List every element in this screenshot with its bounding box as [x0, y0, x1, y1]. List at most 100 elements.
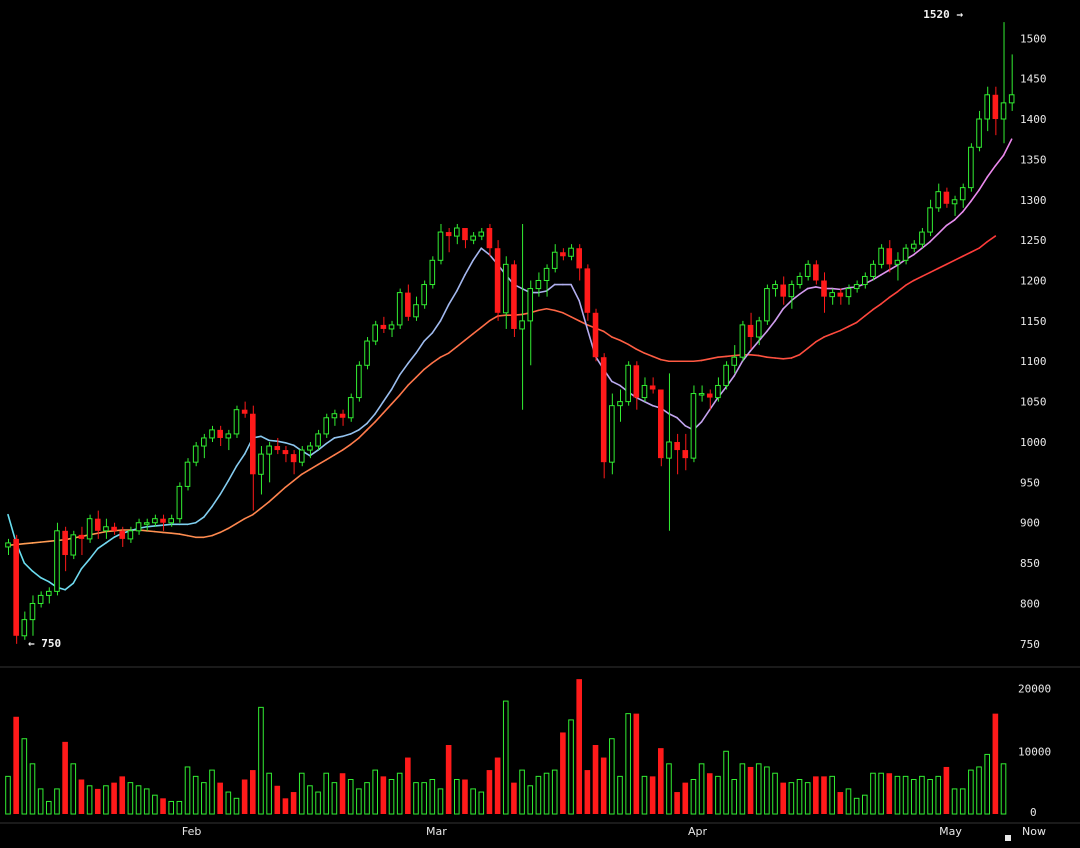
ma-long-segment [766, 356, 776, 359]
volume-bar [290, 792, 297, 814]
now-marker [1005, 835, 1011, 841]
candle [829, 288, 835, 305]
candle [649, 377, 656, 394]
price-tick-label: 1250 [1020, 234, 1047, 247]
candle-body [339, 413, 346, 418]
candle [111, 522, 117, 535]
candle-body [323, 417, 330, 435]
candle-body [46, 590, 52, 596]
candle [5, 538, 11, 556]
candle-body [796, 275, 803, 286]
ma-long-segment [611, 336, 621, 342]
ma-short-segment [994, 154, 1005, 167]
ma-short-segment [798, 287, 809, 296]
candle-body [576, 248, 582, 269]
candle-body [804, 263, 811, 277]
volume-bar [46, 800, 52, 815]
candle [592, 308, 599, 362]
candle [168, 514, 174, 527]
ma-short-segment [374, 400, 385, 415]
ma-long-segment [782, 357, 793, 360]
candle-body [372, 324, 378, 342]
ma-short-segment [921, 240, 931, 249]
ma-long-segment [219, 527, 230, 534]
candle [462, 228, 468, 249]
ma-long-segment [880, 296, 891, 305]
candle-body [494, 248, 501, 313]
ma-long-segment [945, 259, 956, 266]
ma-long-segment [700, 358, 711, 362]
candle-body [894, 259, 901, 265]
volume-bar [935, 775, 942, 815]
candle-body [764, 288, 770, 322]
volume-bar [739, 763, 746, 815]
candle-body [829, 292, 835, 298]
now-label[interactable]: Now [1022, 825, 1046, 838]
ma-long-segment [317, 458, 328, 466]
candle-body [413, 304, 419, 318]
ma-long-segment [447, 345, 458, 354]
candle-body [184, 461, 191, 487]
ma-long-segment [635, 348, 646, 354]
candle [935, 183, 942, 212]
ma-short-segment [831, 287, 842, 291]
ma-long-segment [276, 486, 287, 496]
price-tick-label: 1100 [1020, 355, 1047, 368]
candle [780, 276, 786, 305]
ma-long-segment [643, 352, 654, 358]
ma-short-segment [23, 562, 34, 572]
ma-short-segment [439, 303, 450, 322]
ma-long-segment [464, 332, 474, 342]
time-tick-label: May [939, 825, 962, 838]
candle [870, 260, 876, 281]
volume-tick-label: 10000 [1018, 745, 1051, 758]
ma-long-segment [978, 240, 989, 249]
volume-bar [5, 775, 11, 815]
price-tick-label: 1450 [1020, 73, 1047, 86]
volume-bar [755, 763, 762, 815]
candle [241, 401, 248, 418]
volume-bar [837, 792, 844, 814]
volume-bar [853, 797, 860, 815]
ma-short-segment [88, 547, 99, 560]
candle [103, 518, 109, 539]
candle-body [62, 530, 68, 556]
price-tick-label: 1350 [1020, 153, 1047, 166]
candle [13, 534, 19, 644]
ma-short-segment [545, 283, 556, 292]
ma-long-segment [423, 362, 434, 371]
candle-body [633, 365, 640, 398]
price-axis: 750 800 850 900 950 1000 1050 1100 1150 1200 1250 1… [1020, 32, 1047, 651]
candle-body [511, 264, 517, 329]
candle [845, 284, 852, 305]
ma-long-segment [203, 534, 213, 539]
candle [413, 296, 419, 321]
volume-bar [282, 798, 289, 814]
candle [943, 187, 950, 208]
volume-bar [894, 775, 901, 815]
candle-body [13, 538, 19, 636]
candle-body [715, 384, 721, 399]
candle-body [984, 94, 991, 120]
candle [282, 446, 289, 463]
ma-long-segment [252, 507, 262, 516]
volume-bar [339, 773, 346, 814]
candle-body [94, 518, 101, 531]
candle [723, 361, 729, 390]
ma-long-segment [309, 463, 319, 471]
ma-long-segment [96, 530, 107, 535]
volume-bar [968, 769, 974, 815]
candle-body [625, 364, 631, 403]
candle-body [706, 393, 713, 398]
candle [731, 345, 738, 374]
candle [666, 373, 672, 531]
volume-bar [715, 775, 721, 815]
volume-bar [437, 788, 444, 815]
candle [396, 288, 403, 329]
volume-bar [380, 776, 387, 814]
price-tick-label: 1000 [1020, 436, 1047, 449]
price-tick-label: 1150 [1020, 315, 1047, 328]
candle-body [331, 413, 338, 419]
ma-long-segment [921, 271, 931, 278]
